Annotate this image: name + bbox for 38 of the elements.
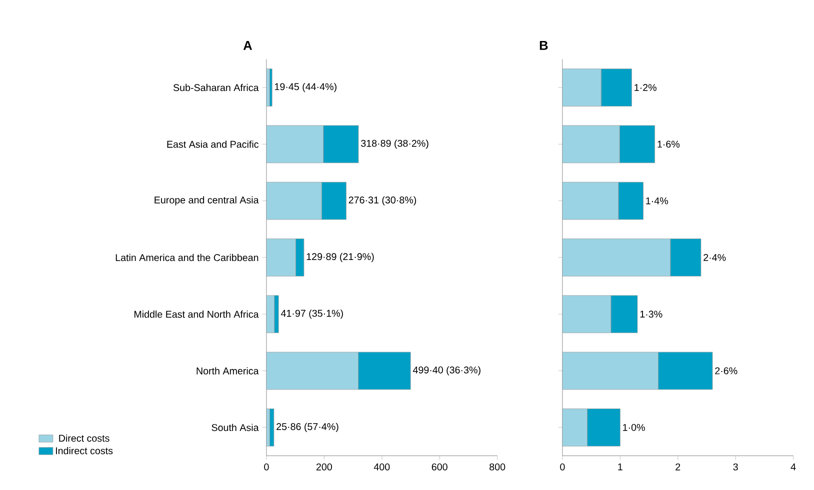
x-tick-label: 200: [316, 463, 332, 470]
x-tick-label: 0: [264, 463, 269, 470]
x-tick-label: 0: [560, 463, 565, 470]
total-label: 2·6%: [715, 367, 738, 374]
bar: [266, 295, 275, 333]
legend-label: Direct costs: [59, 434, 110, 442]
total-label: 318·89 (38·2%): [361, 139, 428, 149]
x-tick-label: 400: [374, 463, 390, 470]
y-tick-label: East Asia and Pacific: [167, 140, 259, 148]
y-tick-label: Sub-Saharan Africa: [173, 84, 259, 91]
x-tick-label: 1: [618, 463, 622, 470]
total-label: 25·86 (57·4%): [276, 422, 338, 432]
x-tick-label: 800: [490, 463, 506, 470]
total-label: 1·6%: [658, 140, 680, 148]
legend-label: Indirect costs: [56, 446, 113, 454]
y-tick-label: Europe and central Asia: [154, 196, 259, 206]
y-tick-label: North America: [196, 367, 259, 374]
x-tick-label: 4: [790, 463, 796, 470]
total-label: 1·0%: [623, 424, 645, 431]
total-label: 2·4%: [704, 254, 726, 261]
y-tick-label: Middle East and North Africa: [134, 310, 259, 318]
total-label: 1·3%: [640, 310, 662, 318]
x-tick-label: 600: [432, 463, 448, 470]
y-tick-label: Latin America and the Caribbean: [116, 254, 258, 261]
chart-title: B: [540, 40, 548, 50]
chart-title: A: [243, 40, 252, 50]
bar: [266, 68, 270, 106]
total-label: 1·4%: [646, 197, 668, 204]
total-label: 276·31 (30·8%): [348, 196, 416, 206]
bar: [266, 408, 270, 446]
x-tick-label: 2: [676, 463, 680, 470]
total-label: 1·2%: [634, 84, 656, 91]
x-tick-label: 3: [733, 463, 738, 470]
total-label: 19·45 (44·4%): [274, 82, 336, 92]
y-tick-label: South Asia: [212, 424, 259, 431]
total-label: 41·97 (35·1%): [280, 309, 343, 319]
total-label: 499·40 (36·3%): [412, 366, 480, 376]
total-label: 129·89 (21·9%): [306, 252, 374, 262]
